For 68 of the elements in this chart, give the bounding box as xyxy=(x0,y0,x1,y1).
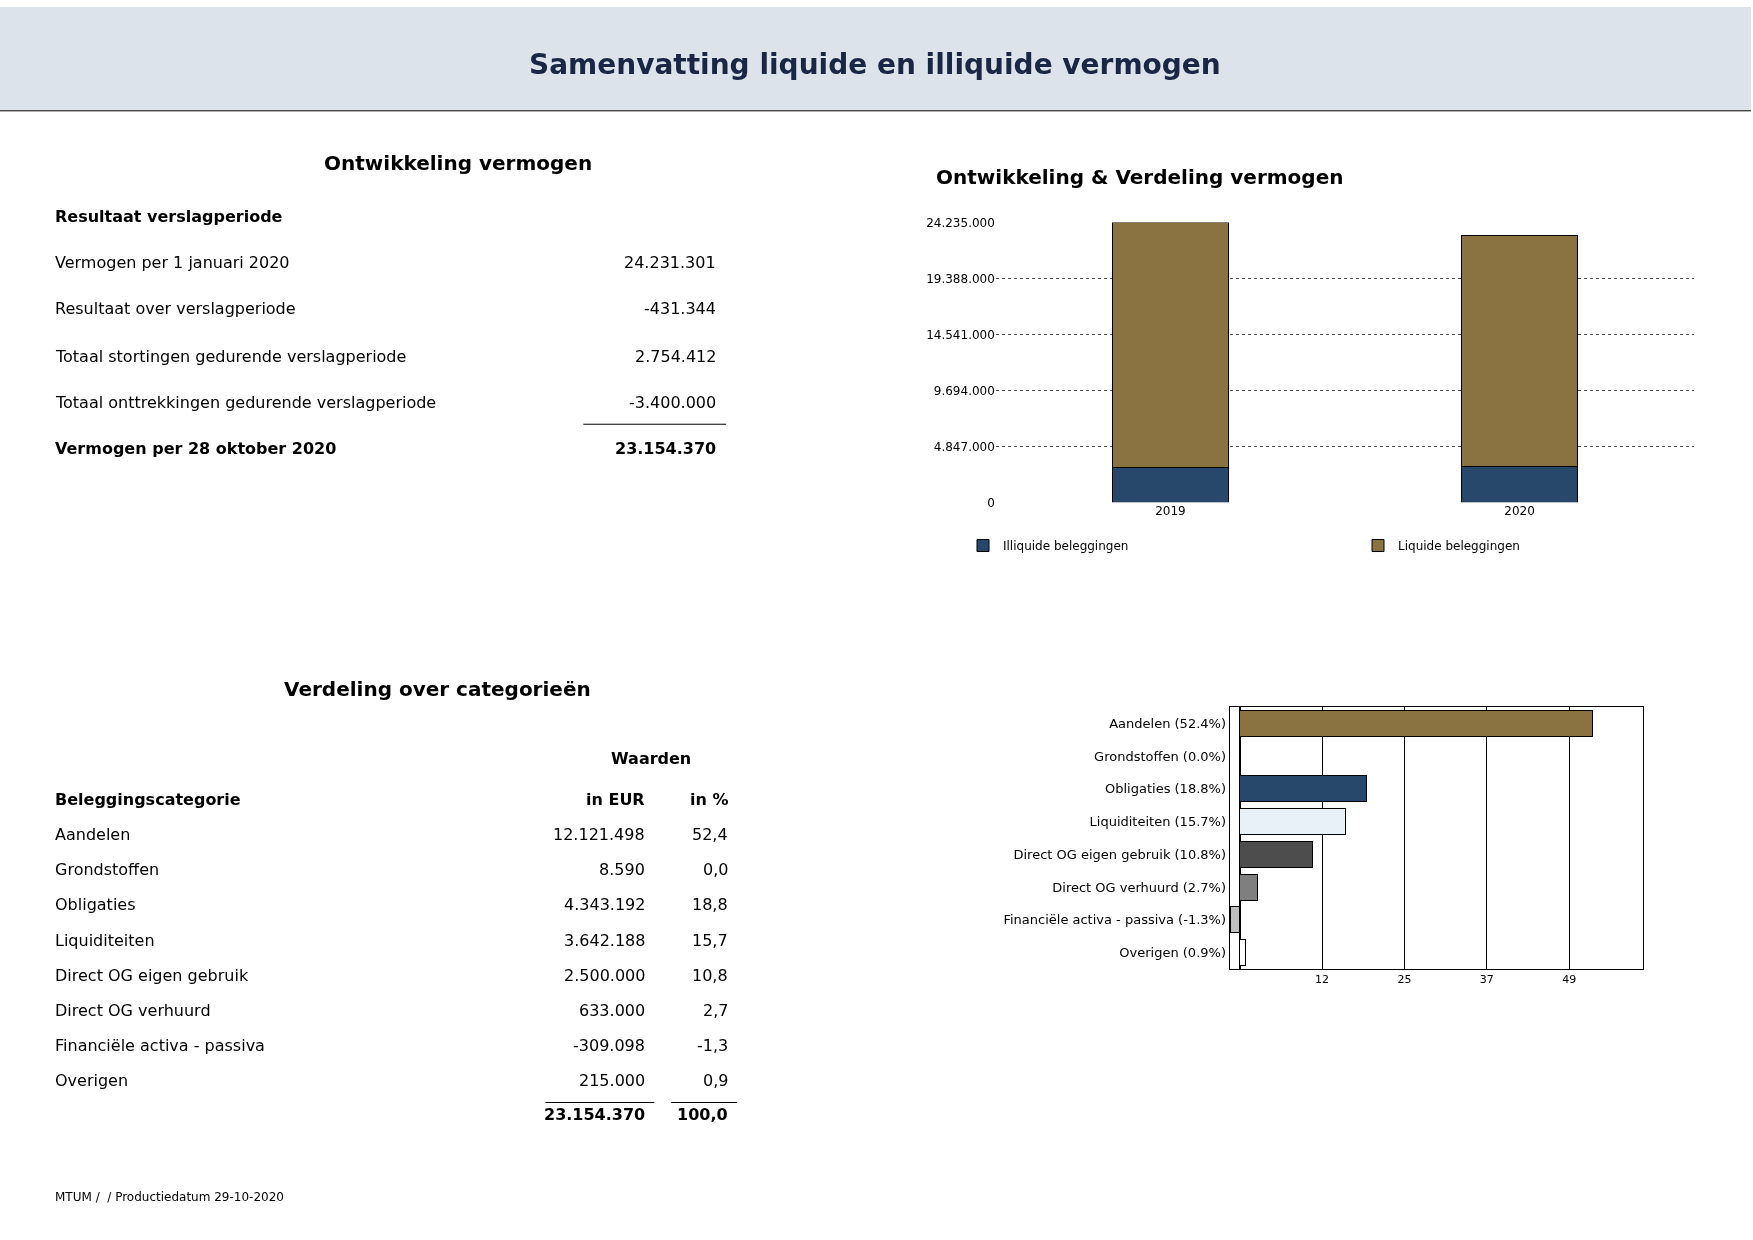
y-tick-label: Overigen (0.9%) xyxy=(1119,945,1226,961)
text: -309.098 xyxy=(573,1036,645,1055)
text: Direct OG eigen gebruik xyxy=(55,966,249,985)
text: 0,0 xyxy=(703,860,729,879)
text: Resultaat verslagperiode xyxy=(55,207,283,226)
y-tick-label: 0 xyxy=(987,495,995,510)
text: 23.154.370 xyxy=(544,1105,646,1124)
text: 23.154.370 xyxy=(615,439,717,458)
text: 2.500.000 xyxy=(564,966,646,985)
text: 0,9 xyxy=(703,1071,729,1090)
y-tick-label: Obligaties (18.8%) xyxy=(1105,781,1226,797)
text: 10,8 xyxy=(692,966,728,985)
chart-title: Ontwikkeling & Verdeling vermogen xyxy=(936,165,1344,189)
y-tick-label: Direct OG eigen gebruik (10.8%) xyxy=(1013,846,1226,862)
text: 52,4 xyxy=(692,825,728,844)
text: Direct OG verhuurd xyxy=(55,1001,211,1020)
text: -431.344 xyxy=(644,299,716,318)
text: 18,8 xyxy=(692,895,728,914)
y-tick-label: Liquiditeiten (15.7%) xyxy=(1089,814,1226,830)
text: -1,3 xyxy=(697,1036,729,1055)
text: 2.754.412 xyxy=(635,347,717,366)
y-tick-label: Aandelen (52.4%) xyxy=(1109,715,1226,731)
text: 100,0 xyxy=(677,1105,728,1124)
legend-label: Liquide beleggingen xyxy=(1398,539,1520,554)
x-tick-label: 2019 xyxy=(1155,504,1186,519)
text: 633.000 xyxy=(579,1001,646,1020)
text: 3.642.188 xyxy=(564,931,646,950)
text: 15,7 xyxy=(692,931,728,950)
text: Waarden xyxy=(611,749,692,768)
text: 215.000 xyxy=(579,1071,646,1090)
text: Ontwikkeling vermogen xyxy=(324,151,593,175)
text: MTUM / / Productiedatum 29-10-2020 xyxy=(55,1190,284,1204)
text: Grondstoffen xyxy=(55,860,160,879)
legend-label: Illiquide beleggingen xyxy=(1003,539,1129,554)
text: Totaal stortingen gedurende verslagperiode xyxy=(55,347,407,366)
text: Aandelen xyxy=(55,825,131,844)
y-tick-label: Grondstoffen (0.0%) xyxy=(1094,748,1226,764)
text: 24.231.301 xyxy=(624,253,716,272)
text: Verdeling over categorieën xyxy=(284,677,591,701)
text: -3.400.000 xyxy=(629,393,717,412)
y-tick-label: 9.694.000 xyxy=(933,383,995,398)
text: 12.121.498 xyxy=(553,825,645,844)
x-tick-label: 12 xyxy=(1315,973,1330,987)
text: Obligaties xyxy=(55,895,136,914)
x-tick-label: 25 xyxy=(1397,973,1412,987)
y-tick-label: 24.235.000 xyxy=(926,215,995,230)
text: Financiële activa - passiva xyxy=(55,1036,265,1055)
x-tick-label: 2020 xyxy=(1504,504,1535,519)
text: Vermogen per 1 januari 2020 xyxy=(55,253,290,272)
y-tick-label: 14.541.000 xyxy=(926,327,995,342)
text: in EUR xyxy=(586,790,645,809)
text: Totaal onttrekkingen gedurende verslagperiode xyxy=(55,393,437,412)
text: Liquiditeiten xyxy=(55,931,155,950)
text: 4.343.192 xyxy=(564,895,646,914)
text: Overigen xyxy=(55,1071,129,1090)
y-tick-label: Direct OG verhuurd (2.7%) xyxy=(1052,879,1226,895)
y-tick-label: 19.388.000 xyxy=(926,271,995,286)
x-tick-label: 49 xyxy=(1562,973,1577,987)
text: 8.590 xyxy=(599,860,645,879)
x-tick-label: 37 xyxy=(1479,973,1494,987)
text: Vermogen per 28 oktober 2020 xyxy=(55,439,337,458)
y-tick-label: Financiële activa - passiva (-1.3%) xyxy=(1003,912,1226,928)
text: in % xyxy=(690,790,729,809)
y-tick-label: 4.847.000 xyxy=(933,439,995,454)
text: Samenvatting liquide en illiquide vermogen xyxy=(529,48,1221,81)
text: Resultaat over verslagperiode xyxy=(55,299,296,318)
text: 2,7 xyxy=(703,1001,729,1020)
text: Beleggingscategorie xyxy=(55,790,241,809)
